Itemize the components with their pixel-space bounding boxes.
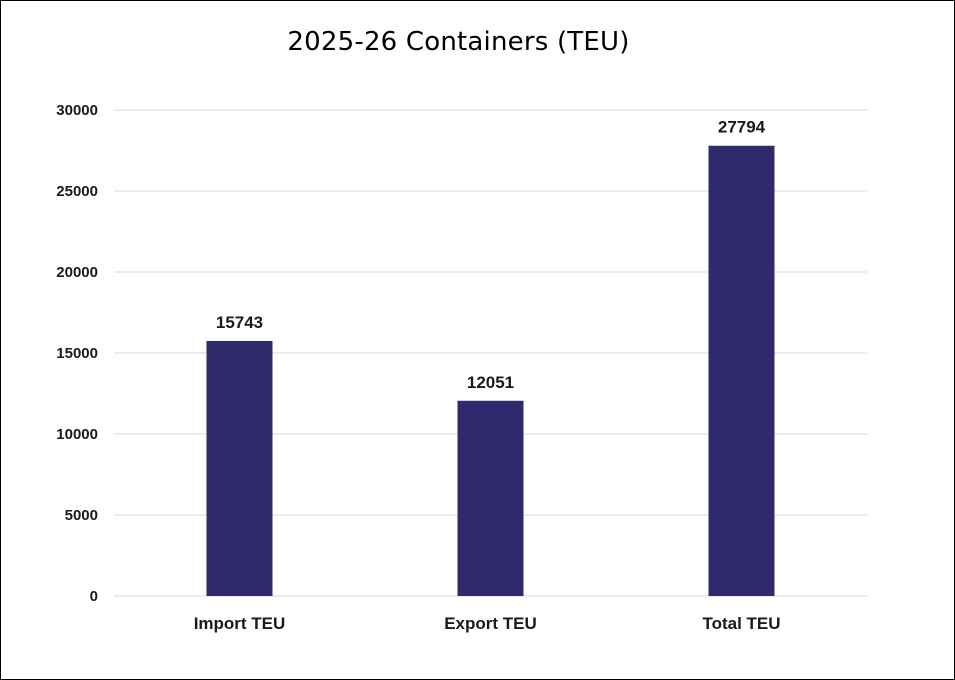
y-tick-label: 20000 <box>56 264 98 281</box>
y-tick-label: 15000 <box>56 345 98 362</box>
y-tick-label: 0 <box>90 588 98 605</box>
data-label: 12051 <box>467 373 514 392</box>
data-label: 15743 <box>216 313 263 332</box>
x-category-label: Total TEU <box>702 614 780 633</box>
bar <box>206 340 273 596</box>
x-category-label: Export TEU <box>444 614 537 633</box>
x-axis-category-labels: Import TEU Export TEU Total TEU <box>194 614 781 633</box>
chart-title: 2025-26 Containers (TEU) <box>287 27 630 57</box>
y-tick-label: 30000 <box>56 102 98 119</box>
y-tick-label: 5000 <box>65 507 98 524</box>
data-label: 27794 <box>718 118 766 137</box>
bar <box>708 145 775 597</box>
bars <box>206 145 775 597</box>
data-labels: 15743 12051 27794 <box>216 118 766 392</box>
y-tick-label: 10000 <box>56 426 98 443</box>
bar <box>457 400 524 596</box>
y-axis-tick-labels: 0 5000 10000 15000 20000 25000 30000 <box>56 102 98 605</box>
y-tick-label: 25000 <box>56 183 98 200</box>
x-category-label: Import TEU <box>194 614 286 633</box>
